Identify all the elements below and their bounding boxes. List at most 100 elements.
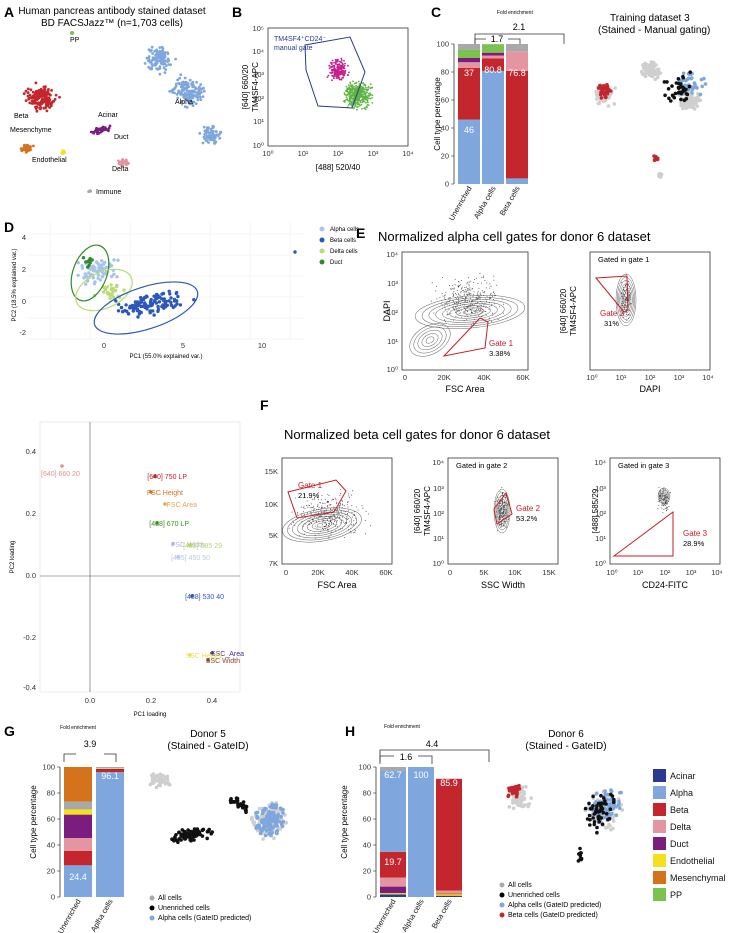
density-event <box>351 516 353 518</box>
gated-event <box>343 74 346 77</box>
density-event <box>659 499 661 501</box>
density-event <box>627 290 629 292</box>
gated-event <box>328 64 331 67</box>
density-event <box>496 516 498 518</box>
unenriched-point <box>578 846 582 851</box>
beta-point <box>58 95 61 99</box>
bar-segment-immune <box>380 767 406 771</box>
tsne-point <box>644 63 648 68</box>
tsne-point <box>654 63 658 67</box>
density-event <box>477 306 479 308</box>
e-plot2-xtick: 10¹ <box>616 373 627 382</box>
delta-point <box>122 159 126 163</box>
beta-point <box>602 86 607 91</box>
density-event <box>355 518 357 520</box>
f-plot1-xtick: 40K <box>345 568 358 577</box>
density-event <box>623 294 625 296</box>
density-event <box>627 283 629 285</box>
pca-point-alpha <box>96 276 100 280</box>
mesenchyme-point <box>28 147 32 151</box>
b-yaxis-2: TM4SF4-APC <box>251 62 260 112</box>
duct-point <box>95 126 98 130</box>
facs-event <box>363 92 366 95</box>
legend-delta: Delta cells <box>330 249 358 255</box>
alpha-point <box>608 812 613 817</box>
alpha-point <box>257 825 262 829</box>
tsne-point <box>655 75 660 80</box>
density-event <box>503 303 504 305</box>
alpha-point <box>158 67 162 70</box>
b-ytick: 10¹ <box>253 117 264 126</box>
density-event <box>657 508 659 510</box>
density-event <box>322 502 324 504</box>
density-event <box>486 296 488 298</box>
density-event <box>501 508 502 510</box>
alpha-point <box>184 87 188 90</box>
panel-d-label: D <box>4 219 14 235</box>
bar-segment-alpha <box>506 178 528 184</box>
density-event <box>448 309 450 311</box>
density-event <box>503 521 505 523</box>
density-event <box>626 320 628 321</box>
density-event <box>481 290 483 292</box>
pca-point-alpha <box>91 265 95 270</box>
facs-event <box>367 97 370 99</box>
density-event <box>302 507 304 509</box>
gated-event <box>347 64 349 67</box>
density-event <box>493 299 495 300</box>
alpha-point <box>603 789 607 793</box>
density-event <box>457 302 459 304</box>
density-event <box>321 505 323 507</box>
tsne-point <box>650 65 654 70</box>
tsne-point <box>522 796 527 801</box>
tsne-point <box>620 808 625 812</box>
density-event <box>357 509 359 511</box>
density-event <box>333 515 335 517</box>
density-event <box>470 304 472 306</box>
density-event <box>486 299 488 301</box>
loading-label: SSC Width <box>206 658 240 665</box>
density-event <box>660 498 662 500</box>
density-event <box>472 307 474 309</box>
facs-event <box>357 105 360 108</box>
facs-event <box>366 104 369 106</box>
pca-point-beta <box>168 292 172 296</box>
facs-event <box>371 102 374 104</box>
facs-event <box>366 91 368 94</box>
density-contour <box>282 507 362 543</box>
pca-point-duct <box>86 265 90 269</box>
density-event <box>442 295 444 297</box>
density-event <box>350 532 352 534</box>
density-contour <box>421 297 519 327</box>
tsne-plot-g <box>148 772 289 845</box>
pca-scatter <box>28 222 304 340</box>
tsne-point <box>261 837 265 841</box>
density-event <box>293 522 294 524</box>
density-event <box>455 306 457 308</box>
tsne-point <box>151 775 155 779</box>
density-event <box>494 294 496 296</box>
pca-point-beta <box>152 299 157 304</box>
pca-point-beta <box>148 309 152 313</box>
f-gate1-pct: 21.9% <box>298 491 320 500</box>
tsne-point <box>272 836 276 841</box>
tsne-point <box>507 805 512 809</box>
density-contour <box>409 323 451 357</box>
alpha-point <box>262 808 266 813</box>
bar-data-label: 76.8 <box>508 68 526 78</box>
pca-point-beta <box>175 290 179 295</box>
alpha-point <box>218 136 222 140</box>
e-plot1-ytick: 10² <box>387 308 398 317</box>
density-event <box>488 298 490 300</box>
alpha-point <box>210 129 214 133</box>
mesenchyme-point <box>24 145 28 149</box>
density-event <box>490 297 492 299</box>
density-event <box>320 515 321 517</box>
unenriched-point <box>244 804 249 809</box>
g-legend-dot-unenriched <box>149 905 155 911</box>
density-event <box>628 299 630 301</box>
beta-point <box>46 91 49 95</box>
gated-event <box>340 71 342 74</box>
pca-point-beta <box>139 295 143 300</box>
y-tick-label: 40 <box>441 124 449 133</box>
